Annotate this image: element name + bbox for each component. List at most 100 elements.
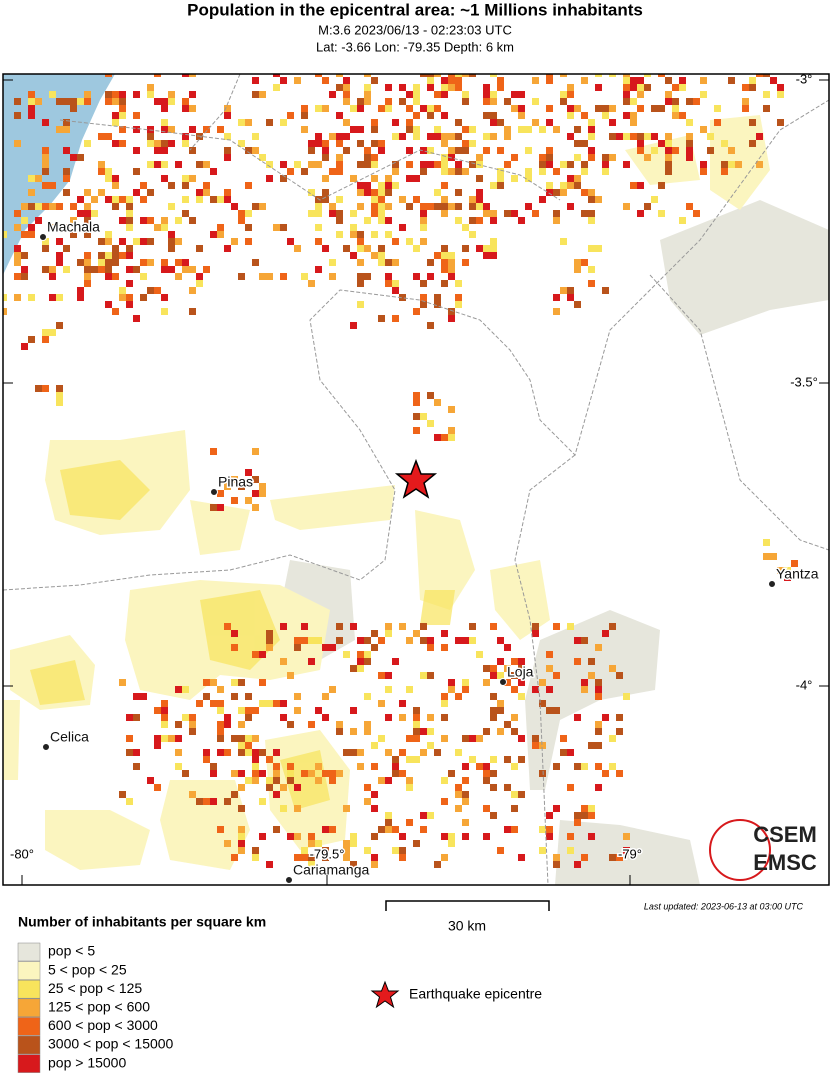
populated-cell — [483, 98, 490, 105]
populated-cell — [182, 49, 189, 56]
populated-cell — [413, 714, 420, 721]
populated-cell — [364, 721, 371, 728]
populated-cell — [448, 266, 455, 273]
populated-cell — [427, 672, 434, 679]
populated-cell — [280, 805, 287, 812]
populated-cell — [266, 784, 273, 791]
populated-cell — [224, 483, 231, 490]
populated-cell — [455, 74, 462, 77]
populated-cell — [371, 63, 378, 70]
populated-cell — [462, 168, 469, 175]
populated-cell — [189, 287, 196, 294]
populated-cell — [119, 140, 126, 147]
populated-cell — [329, 686, 336, 693]
populated-cell — [315, 210, 322, 217]
populated-cell — [84, 210, 91, 217]
populated-cell — [490, 770, 497, 777]
populated-cell — [364, 74, 371, 77]
populated-cell — [399, 224, 406, 231]
populated-cell — [672, 112, 679, 119]
populated-cell — [623, 98, 630, 105]
populated-cell — [98, 238, 105, 245]
populated-cell — [427, 77, 434, 84]
populated-cell — [273, 749, 280, 756]
populated-cell — [497, 637, 504, 644]
populated-cell — [448, 308, 455, 315]
populated-cell — [574, 658, 581, 665]
populated-cell — [161, 259, 168, 266]
populated-cell — [161, 98, 168, 105]
populated-cell — [413, 84, 420, 91]
populated-cell — [518, 679, 525, 686]
populated-cell — [259, 490, 266, 497]
populated-cell — [595, 693, 602, 700]
populated-cell — [637, 91, 644, 98]
populated-cell — [252, 147, 259, 154]
populated-cell — [259, 770, 266, 777]
populated-cell — [21, 217, 28, 224]
populated-cell — [371, 252, 378, 259]
populated-cell — [112, 273, 119, 280]
populated-cell — [259, 154, 266, 161]
populated-cell — [497, 672, 504, 679]
populated-cell — [189, 714, 196, 721]
populated-cell — [469, 756, 476, 763]
populated-cell — [637, 210, 644, 217]
populated-cell — [406, 238, 413, 245]
populated-cell — [308, 161, 315, 168]
populated-cell — [567, 63, 574, 70]
populated-cell — [231, 770, 238, 777]
populated-cell — [140, 49, 147, 56]
event-info: M:3.6 2023/06/13 - 02:23:03 UTC — [318, 22, 512, 37]
populated-cell — [427, 147, 434, 154]
populated-cell — [378, 105, 385, 112]
populated-cell — [322, 154, 329, 161]
populated-cell — [413, 756, 420, 763]
populated-cell — [336, 161, 343, 168]
populated-cell — [525, 175, 532, 182]
populated-cell — [581, 686, 588, 693]
populated-cell — [322, 693, 329, 700]
populated-cell — [455, 693, 462, 700]
populated-cell — [462, 91, 469, 98]
populated-cell — [588, 189, 595, 196]
populated-cell — [476, 154, 483, 161]
legend-label: 125 < pop < 600 — [48, 999, 150, 1015]
populated-cell — [371, 126, 378, 133]
populated-cell — [315, 140, 322, 147]
populated-cell — [350, 707, 357, 714]
populated-cell — [553, 623, 560, 630]
populated-cell — [126, 301, 133, 308]
populated-cell — [385, 280, 392, 287]
populated-cell — [406, 784, 413, 791]
populated-cell — [490, 812, 497, 819]
legend-swatch — [17, 961, 41, 980]
populated-cell — [294, 693, 301, 700]
populated-cell — [147, 49, 154, 56]
populated-cell — [427, 112, 434, 119]
populated-cell — [749, 119, 756, 126]
populated-cell — [728, 147, 735, 154]
populated-cell — [434, 203, 441, 210]
populated-cell — [21, 231, 28, 238]
populated-cell — [413, 245, 420, 252]
populated-cell — [322, 854, 329, 861]
populated-cell — [567, 847, 574, 854]
populated-cell — [238, 770, 245, 777]
populated-cell — [308, 861, 315, 868]
populated-cell — [630, 84, 637, 91]
populated-cell — [301, 854, 308, 861]
populated-cell — [84, 98, 91, 105]
populated-cell — [168, 203, 175, 210]
populated-cell — [777, 567, 784, 574]
populated-cell — [406, 756, 413, 763]
populated-cell — [140, 294, 147, 301]
populated-cell — [490, 784, 497, 791]
populated-cell — [644, 74, 651, 77]
populated-cell — [350, 623, 357, 630]
populated-cell — [462, 777, 469, 784]
populated-cell — [553, 672, 560, 679]
populated-cell — [105, 273, 112, 280]
populated-cell — [455, 84, 462, 91]
populated-cell — [413, 112, 420, 119]
